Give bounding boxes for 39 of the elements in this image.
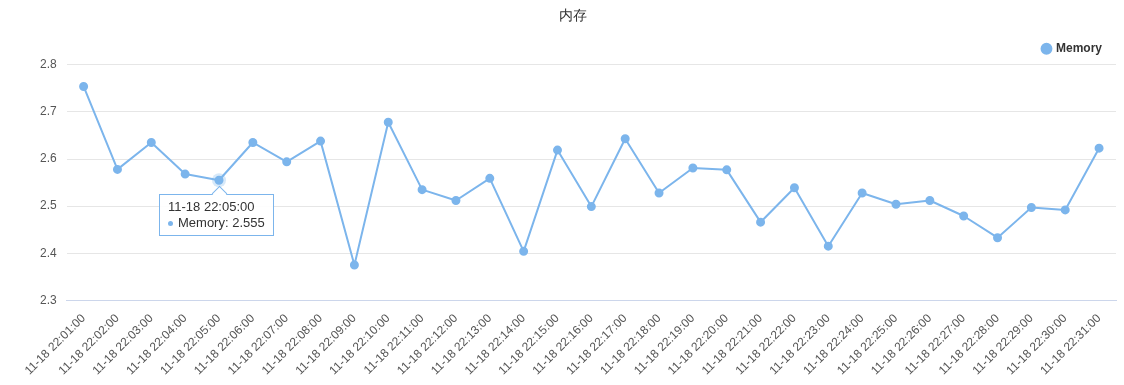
point [620, 134, 630, 144]
point [756, 217, 766, 227]
point [654, 188, 664, 198]
y-tick-label: 2.8 [39, 57, 57, 72]
point [417, 185, 427, 195]
y-tick-label: 2.3 [39, 292, 57, 307]
point [282, 157, 292, 167]
point [451, 195, 461, 205]
point [316, 136, 326, 146]
point [823, 241, 833, 251]
point [1060, 205, 1070, 215]
point [993, 233, 1003, 243]
point [688, 163, 698, 173]
chart-title: 内存 [559, 7, 587, 24]
point [112, 164, 122, 174]
point [959, 211, 969, 221]
point [180, 169, 190, 179]
point [857, 188, 867, 198]
point [519, 246, 529, 256]
point [383, 117, 393, 127]
y-tick-label: 2.7 [39, 104, 57, 119]
point [79, 81, 89, 91]
point [485, 173, 495, 183]
point [146, 138, 156, 148]
point [248, 138, 258, 148]
legend-label: Memory [1055, 41, 1103, 56]
point [925, 195, 935, 205]
point [1026, 203, 1036, 213]
point [789, 183, 799, 193]
y-tick-label: 2.4 [39, 245, 57, 260]
point [349, 260, 359, 270]
annotation: 11-18 22:05:00 Memory: 2.555 [168, 199, 265, 232]
point [722, 165, 732, 175]
point [891, 199, 901, 209]
point [1094, 143, 1104, 153]
y-tick-label: 2.5 [39, 198, 57, 213]
y-tick-label: 2.6 [39, 151, 57, 166]
point [552, 145, 562, 155]
point [586, 202, 596, 212]
